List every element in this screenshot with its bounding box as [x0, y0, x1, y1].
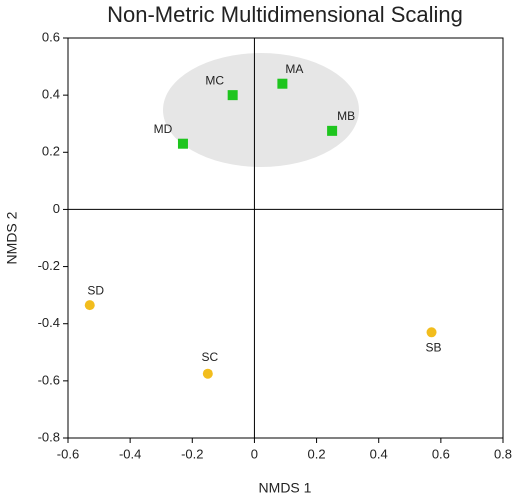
- point: [84, 300, 95, 311]
- x-tick-label: 0.2: [308, 446, 326, 461]
- point-label: MB: [337, 109, 355, 123]
- y-tick-label: -0.2: [38, 258, 60, 273]
- point: [327, 125, 338, 136]
- chart-title: Non-Metric Multidimensional Scaling: [107, 2, 463, 27]
- x-tick-label: -0.6: [57, 446, 79, 461]
- plot-frame: [67, 37, 504, 439]
- point-label: MC: [205, 73, 224, 87]
- y-tick-label: -0.6: [38, 372, 60, 387]
- y-tick-label: 0.4: [42, 87, 60, 102]
- x-tick-label: 0.8: [494, 446, 512, 461]
- x-tick-label: -0.2: [181, 446, 203, 461]
- y-tick-label: -0.4: [38, 315, 60, 330]
- x-tick-label: 0: [251, 446, 258, 461]
- point-label: SD: [87, 283, 104, 297]
- y-tick-label: 0.2: [42, 144, 60, 159]
- point-label: MA: [285, 62, 303, 76]
- x-tick-label: -0.4: [119, 446, 141, 461]
- point: [177, 138, 188, 149]
- x-axis-title: NMDS 1: [259, 480, 312, 496]
- y-tick-label: -0.8: [38, 429, 60, 444]
- point-label: SC: [201, 350, 218, 364]
- y-axis-title: NMDS 2: [4, 211, 20, 264]
- y-tick-label: 0: [53, 201, 60, 216]
- point-label: MD: [154, 122, 173, 136]
- point: [426, 327, 437, 338]
- x-tick-label: 0.4: [370, 446, 388, 461]
- x-tick-label: 0.6: [432, 446, 450, 461]
- y-tick-label: 0.6: [42, 29, 60, 44]
- point: [227, 90, 238, 101]
- point-label: SB: [426, 340, 442, 354]
- point: [202, 368, 213, 379]
- cluster-ellipse: [163, 53, 359, 167]
- point: [277, 78, 288, 89]
